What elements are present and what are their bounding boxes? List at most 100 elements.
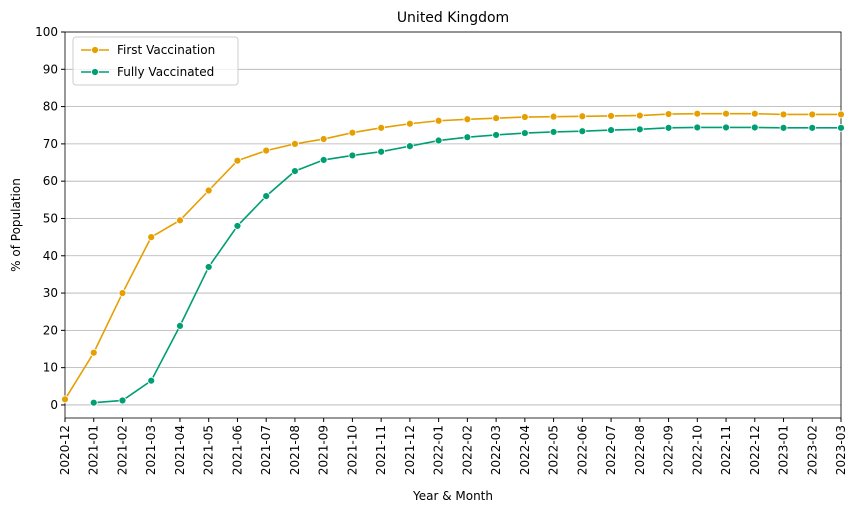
x-tick-label: 2022-01 [432, 425, 446, 475]
data-point [635, 125, 644, 134]
x-axis-label: Year & Month [412, 489, 493, 503]
data-point [463, 133, 472, 142]
x-tick-label: 2021-05 [202, 425, 216, 475]
data-point [61, 395, 69, 404]
data-point [808, 110, 817, 119]
data-point [722, 123, 730, 132]
data-point [808, 123, 817, 132]
legend-marker [91, 68, 99, 76]
data-point [578, 127, 587, 136]
data-point [291, 167, 299, 176]
data-point [779, 110, 788, 119]
x-tick-label: 2021-04 [173, 425, 187, 475]
x-tick-label: 2022-05 [547, 425, 561, 475]
data-point [434, 136, 443, 145]
data-point [377, 123, 386, 132]
x-tick-label: 2021-01 [87, 425, 101, 475]
series-line [64, 112, 841, 400]
data-point [750, 123, 759, 132]
x-tick-label: 2022-10 [690, 425, 704, 475]
data-point [291, 139, 299, 148]
data-point [405, 142, 414, 151]
x-tick-label: 2022-07 [604, 425, 618, 475]
data-point [434, 116, 443, 125]
x-tick-label: 2021-09 [317, 425, 331, 475]
data-point [664, 110, 673, 118]
x-tick-label: 2021-03 [144, 425, 158, 475]
y-tick-label: 70 [43, 137, 58, 151]
data-point [377, 147, 386, 156]
x-tick-label: 2022-08 [633, 425, 647, 475]
y-tick-label: 90 [43, 62, 58, 76]
data-point [635, 111, 644, 120]
y-tick-label: 80 [43, 100, 58, 114]
data-point [549, 128, 558, 136]
x-tick-label: 2020-12 [58, 425, 72, 475]
data-point [89, 348, 98, 357]
data-point [664, 123, 673, 132]
y-tick-label: 0 [50, 398, 58, 412]
legend-label: Fully Vaccinated [117, 65, 214, 79]
data-point [319, 156, 328, 164]
x-tick-label: 2023-01 [777, 425, 791, 475]
y-axis-label: % of Population [9, 178, 23, 272]
plot-frame [64, 31, 842, 419]
data-point [348, 151, 357, 160]
x-tick-label: 2021-02 [115, 425, 129, 475]
data-point [405, 119, 414, 128]
x-tick-label: 2023-02 [805, 425, 819, 475]
data-point [319, 135, 328, 143]
x-tick-label: 2022-02 [460, 425, 474, 475]
x-tick-label: 2023-03 [834, 425, 848, 475]
data-point [262, 192, 271, 200]
data-point [750, 109, 759, 118]
data-point [779, 123, 788, 132]
data-point [233, 156, 242, 165]
legend-box [72, 36, 239, 86]
y-tick-label: 40 [43, 249, 58, 263]
x-tick-label: 2022-11 [719, 425, 733, 475]
data-point [204, 186, 213, 195]
x-tick-label: 2022-03 [489, 425, 503, 475]
data-point [492, 131, 501, 139]
data-point [607, 112, 615, 120]
data-point [837, 123, 845, 132]
x-tick-label: 2021-07 [259, 425, 273, 475]
x-tick-label: 2021-11 [374, 425, 388, 475]
x-tick-label: 2021-12 [403, 425, 417, 475]
legend: First Vaccination Fully Vaccinated [72, 36, 239, 86]
data-point [607, 126, 615, 134]
data-point [348, 128, 357, 137]
data-point [492, 114, 501, 123]
data-point [520, 129, 529, 137]
y-tick-label: 50 [43, 211, 58, 225]
data-point [520, 113, 529, 121]
y-tick-label: 60 [43, 174, 58, 188]
x-tick-label: 2022-06 [575, 425, 589, 475]
data-point [118, 396, 127, 405]
data-point [578, 112, 587, 121]
data-point [176, 321, 184, 330]
data-point [693, 109, 702, 118]
chart-title: United Kingdom [397, 10, 509, 26]
y-tick-label: 20 [43, 323, 58, 337]
x-tick-label: 2021-06 [230, 425, 244, 475]
y-tick-label: 30 [43, 286, 58, 300]
data-point [549, 112, 558, 121]
data-point [463, 115, 472, 124]
data-point [118, 289, 127, 297]
x-tick-label: 2022-09 [662, 425, 676, 475]
data-point [693, 123, 702, 132]
x-tick-label: 2021-10 [345, 425, 359, 475]
data-point [233, 222, 242, 230]
x-tick-label: 2022-04 [518, 425, 532, 475]
data-point [89, 398, 98, 407]
x-tick-label: 2021-08 [288, 425, 302, 475]
legend-label: First Vaccination [117, 43, 215, 57]
data-point [147, 376, 156, 385]
y-tick-label: 10 [43, 361, 58, 375]
data-point [176, 216, 184, 225]
data-point [722, 109, 730, 118]
data-point [837, 110, 845, 119]
